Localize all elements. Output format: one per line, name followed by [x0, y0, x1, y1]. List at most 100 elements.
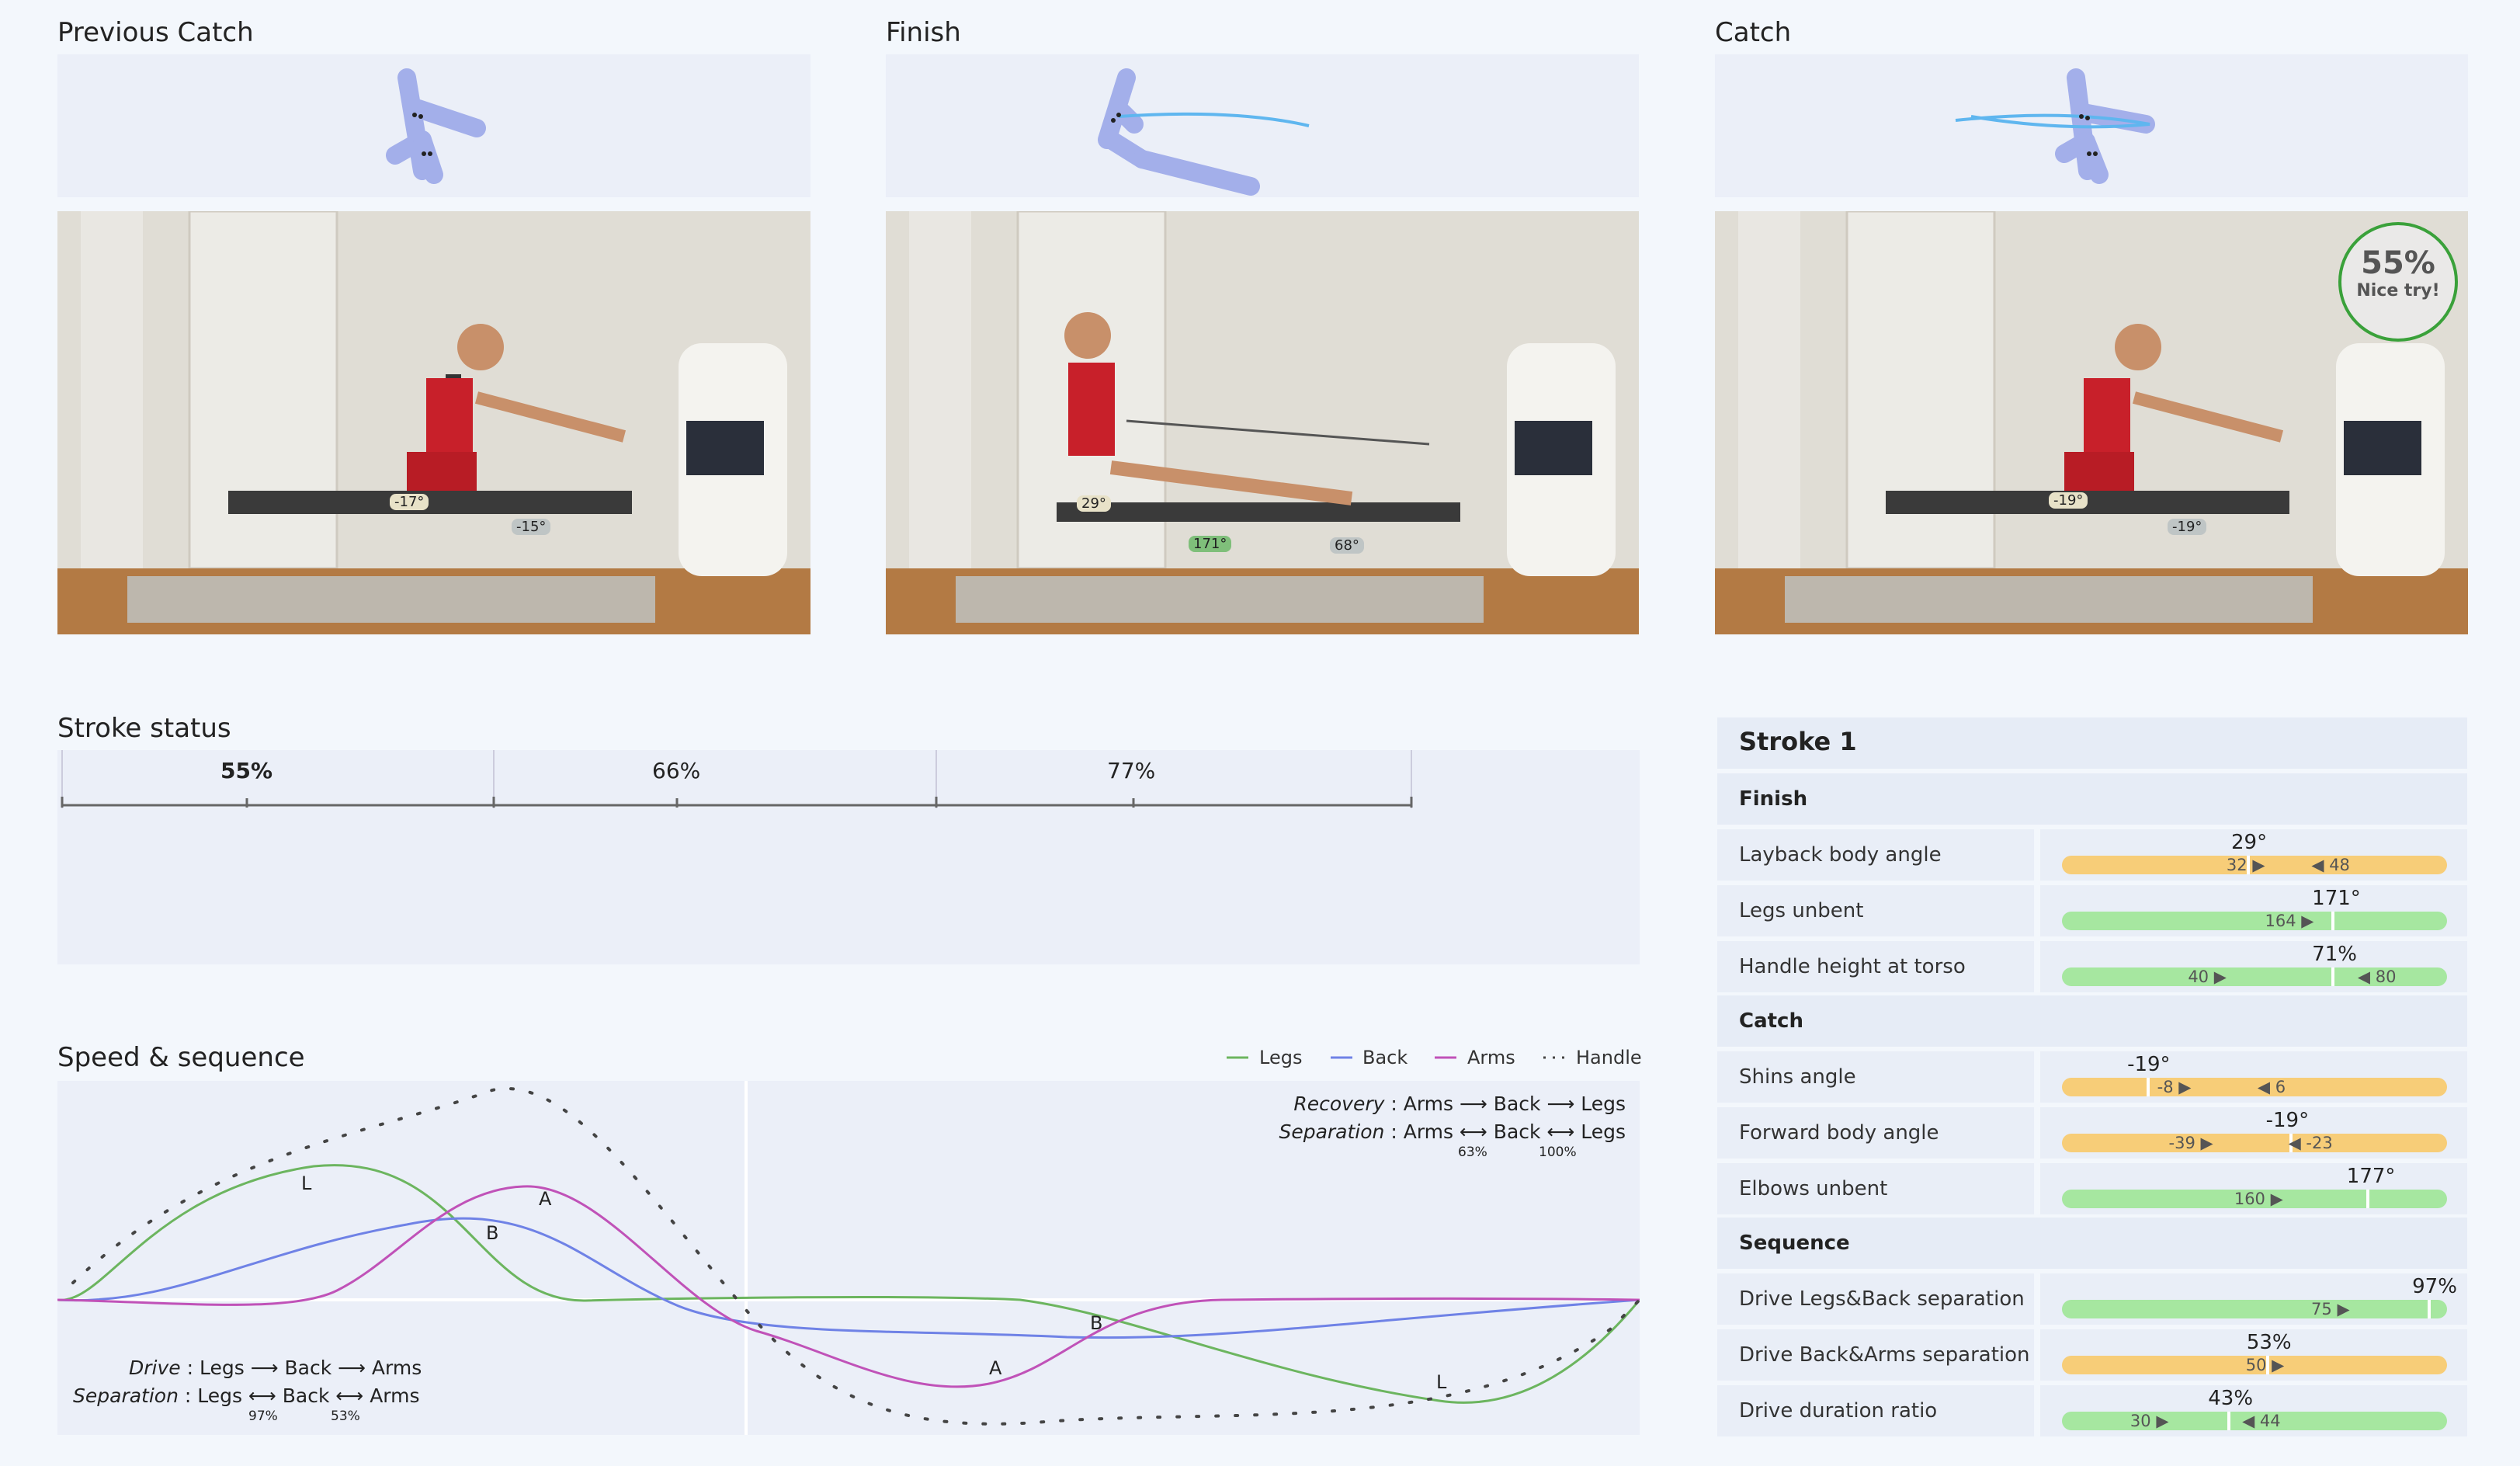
metric-row[interactable]: Drive duration ratio 43% 30 ▶ ◀ 44 — [1717, 1385, 2467, 1436]
skeleton-figure — [386, 68, 486, 184]
stroke-label-1[interactable]: 55% — [220, 758, 273, 783]
metric-label: Forward body angle — [1739, 1121, 1939, 1145]
legend-arms: Arms — [1467, 1047, 1515, 1068]
score-percent: 55% — [2361, 245, 2435, 281]
metric-marker — [2428, 1300, 2431, 1318]
metric-value: -19° — [2265, 1109, 2310, 1132]
recovery-sequence: Recovery : Arms ⟶ Back ⟶ Legs Separation… — [1222, 1090, 1626, 1146]
threshold-value: 44 — [2259, 1412, 2281, 1430]
metric-low-threshold: 32 ▶ — [2227, 856, 2265, 874]
skeleton-panel — [57, 54, 810, 197]
metric-label: Drive Legs&Back separation — [1739, 1287, 2025, 1311]
legend-arms-icon — [1435, 1056, 1456, 1059]
metric-high-threshold: ◀ 6 — [2258, 1078, 2286, 1096]
seq-item: Arms — [371, 1357, 422, 1379]
metric-low-threshold: 160 ▶ — [2234, 1190, 2283, 1208]
threshold-arrow-icon: ◀ — [2257, 1078, 2275, 1096]
rowing-photo — [886, 211, 1639, 634]
section-header-finish: Finish — [1717, 773, 2467, 825]
metric-bar-cell: -19° -39 ▶ ◀ -23 — [2040, 1107, 2467, 1159]
threshold-value: 160 — [2234, 1190, 2265, 1208]
threshold-arrow-icon: ▶ — [2266, 1356, 2285, 1374]
metric-marker — [2147, 1078, 2150, 1096]
metric-bar — [2062, 1356, 2447, 1374]
rowing-photo — [57, 211, 810, 634]
metric-marker — [2366, 1190, 2369, 1208]
metric-high-threshold: ◀ -23 — [2289, 1134, 2333, 1152]
stroke-status-panel: 55% 66% 77% — [57, 750, 1640, 964]
metric-bar-cell: 29° 32 ▶ ◀ 48 — [2040, 829, 2467, 881]
recovery-separation-line: Separation : Arms ⟷ Back ⟷ Legs — [1279, 1120, 1626, 1143]
metric-row[interactable]: Drive Back&Arms separation 53% 50 ▶ — [1717, 1329, 2467, 1381]
metric-label: Drive duration ratio — [1739, 1399, 1938, 1423]
threshold-value: 40 — [2188, 967, 2209, 986]
curve-label-legs: L — [1436, 1371, 1447, 1393]
metric-row[interactable]: Layback body angle 29° 32 ▶ ◀ 48 — [1717, 829, 2467, 881]
arms-curve — [57, 1185, 1640, 1388]
drive-sep-value: 53% — [331, 1409, 360, 1424]
metric-value: 43% — [2208, 1387, 2254, 1410]
threshold-arrow-icon: ▶ — [2195, 1134, 2213, 1152]
metric-label: Shins angle — [1739, 1065, 1856, 1089]
drive-sequence: Drive : Legs ⟶ Back ⟶ Arms Separation : … — [73, 1354, 477, 1410]
metric-bar — [2062, 1300, 2447, 1318]
metric-row[interactable]: Handle height at torso 71% 40 ▶ ◀ 80 — [1717, 941, 2467, 992]
legend-back: Back — [1362, 1047, 1408, 1068]
threshold-arrow-icon: ▶ — [2209, 967, 2227, 986]
stroke-label-3[interactable]: 77% — [1107, 758, 1156, 783]
section-header-catch: Catch — [1717, 995, 2467, 1047]
seq-item: Back — [282, 1384, 330, 1407]
recovery-sep-value: 63% — [1458, 1145, 1487, 1160]
metric-label-cell: Drive Back&Arms separation — [1717, 1329, 2034, 1381]
angle-label: -19° — [2049, 492, 2088, 509]
metric-label-cell: Legs unbent — [1717, 885, 2034, 936]
seq-item: Back — [1493, 1093, 1541, 1115]
threshold-arrow-icon: ▶ — [2265, 1190, 2283, 1208]
metric-label: Elbows unbent — [1739, 1177, 1888, 1200]
drive-sep-value: 97% — [248, 1409, 278, 1424]
legend-handle-icon — [1543, 1056, 1565, 1059]
metric-row[interactable]: Drive Legs&Back separation 97% 75 ▶ — [1717, 1273, 2467, 1325]
metric-row[interactable]: Legs unbent 171° 164 ▶ — [1717, 885, 2467, 936]
threshold-value: 50 — [2245, 1356, 2267, 1374]
metric-label-cell: Drive Legs&Back separation — [1717, 1273, 2034, 1325]
score-badge: 55% Nice try! — [2338, 222, 2458, 342]
metric-value: 177° — [2346, 1165, 2396, 1188]
metric-value: 71% — [2312, 943, 2357, 966]
legs-curve — [57, 1164, 1640, 1404]
curve-label-arms: A — [989, 1357, 1002, 1379]
threshold-value: 80 — [2375, 967, 2397, 986]
threshold-value: 6 — [2275, 1078, 2286, 1096]
metric-low-threshold: -39 ▶ — [2169, 1134, 2213, 1152]
separation-label: Separation — [73, 1384, 179, 1407]
metric-value: 53% — [2246, 1331, 2292, 1354]
threshold-arrow-icon: ◀ — [2311, 856, 2330, 874]
video-frame: 29° 171° 68° — [886, 211, 1639, 634]
metric-bar-cell: 171° 164 ▶ — [2040, 885, 2467, 936]
recovery-sep-value: 100% — [1539, 1145, 1577, 1160]
curve-label-arms: A — [539, 1188, 552, 1210]
metric-label-cell: Drive duration ratio — [1717, 1385, 2034, 1436]
metric-bar — [2062, 1190, 2447, 1208]
skeleton-figure — [1955, 68, 2155, 184]
metric-label-cell: Elbows unbent — [1717, 1163, 2034, 1214]
metric-low-threshold: 50 ▶ — [2246, 1356, 2285, 1374]
metric-bar — [2062, 967, 2447, 986]
metric-bar — [2062, 912, 2447, 930]
threshold-arrow-icon: ◀ — [2242, 1412, 2260, 1430]
curve-label-legs: L — [301, 1172, 312, 1194]
metric-row[interactable]: Shins angle -19° -8 ▶ ◀ 6 — [1717, 1051, 2467, 1103]
threshold-arrow-icon: ◀ — [2357, 967, 2376, 986]
section-label: Catch — [1739, 1009, 1803, 1033]
metric-bar-cell: 53% 50 ▶ — [2040, 1329, 2467, 1381]
threshold-arrow-icon: ▶ — [2247, 856, 2265, 874]
metric-low-threshold: 75 ▶ — [2311, 1300, 2350, 1318]
metric-row[interactable]: Forward body angle -19° -39 ▶ ◀ -23 — [1717, 1107, 2467, 1159]
section-label: Sequence — [1739, 1232, 1850, 1255]
metric-value: -19° — [2127, 1053, 2171, 1076]
metric-row[interactable]: Elbows unbent 177° 160 ▶ — [1717, 1163, 2467, 1214]
threshold-value: 164 — [2265, 912, 2296, 930]
metric-value: 29° — [2231, 831, 2268, 854]
stroke-label-2[interactable]: 66% — [652, 758, 701, 783]
recovery-label: Recovery — [1293, 1093, 1385, 1115]
